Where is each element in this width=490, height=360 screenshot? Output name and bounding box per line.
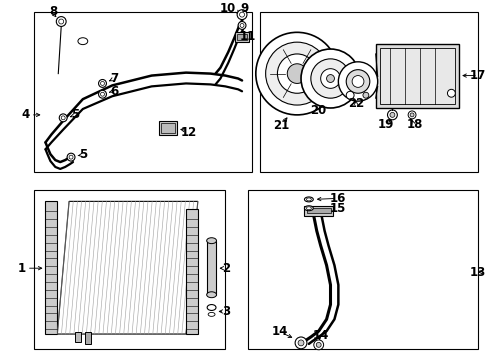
Text: 21: 21 [273, 119, 290, 132]
Circle shape [311, 59, 350, 98]
Circle shape [352, 76, 364, 87]
Bar [260, 12, 478, 172]
Text: 1: 1 [18, 262, 26, 275]
Circle shape [69, 155, 73, 159]
Ellipse shape [306, 207, 311, 210]
Ellipse shape [306, 198, 311, 201]
Text: 11: 11 [240, 30, 256, 43]
Circle shape [314, 340, 323, 350]
Circle shape [59, 19, 64, 24]
Circle shape [390, 112, 395, 117]
Text: 16: 16 [330, 192, 346, 205]
Circle shape [408, 111, 416, 119]
Circle shape [240, 23, 244, 27]
Bar [85, 332, 91, 344]
Circle shape [240, 12, 245, 17]
Circle shape [320, 69, 341, 88]
Bar [248, 190, 478, 349]
Bar [46, 201, 57, 334]
Ellipse shape [207, 238, 217, 244]
Bar [304, 206, 334, 216]
Circle shape [363, 92, 369, 98]
Circle shape [100, 81, 104, 85]
Text: 5: 5 [79, 148, 87, 161]
Circle shape [388, 110, 397, 120]
Text: 3: 3 [222, 305, 230, 318]
Bar [186, 209, 198, 334]
Text: 9: 9 [240, 2, 248, 15]
Circle shape [410, 113, 414, 117]
Circle shape [447, 89, 455, 97]
Bar [34, 12, 252, 172]
Text: 4: 4 [22, 108, 30, 121]
Bar [160, 121, 177, 135]
Text: 14: 14 [271, 325, 288, 338]
Bar [237, 34, 247, 40]
Circle shape [295, 337, 307, 349]
Text: 13: 13 [469, 266, 486, 279]
Bar [376, 44, 459, 108]
Text: 15: 15 [330, 202, 346, 215]
Circle shape [61, 116, 65, 120]
Circle shape [298, 340, 304, 346]
Circle shape [100, 92, 104, 96]
Circle shape [56, 17, 66, 26]
Text: 10: 10 [220, 2, 236, 15]
Circle shape [346, 91, 354, 99]
Bar [75, 332, 81, 342]
Ellipse shape [304, 206, 313, 211]
Text: 5: 5 [71, 108, 79, 121]
Text: 14: 14 [313, 329, 329, 342]
Circle shape [326, 75, 335, 82]
Text: 17: 17 [469, 69, 486, 82]
Ellipse shape [208, 312, 215, 316]
Circle shape [59, 114, 67, 122]
Bar [235, 32, 249, 42]
Bar [207, 241, 217, 295]
Polygon shape [57, 201, 198, 334]
Text: 7: 7 [110, 72, 119, 85]
Bar [34, 190, 225, 349]
Ellipse shape [78, 38, 88, 45]
Circle shape [256, 32, 339, 115]
Circle shape [237, 10, 247, 19]
Circle shape [238, 22, 246, 30]
Circle shape [98, 80, 106, 87]
Text: 18: 18 [407, 118, 423, 131]
Ellipse shape [207, 292, 217, 298]
Circle shape [316, 342, 321, 347]
Bar [307, 208, 330, 213]
Text: 20: 20 [311, 104, 327, 117]
Circle shape [98, 90, 106, 98]
Bar [380, 48, 455, 104]
Ellipse shape [207, 305, 216, 310]
Circle shape [346, 70, 370, 93]
Text: 2: 2 [222, 262, 230, 275]
Ellipse shape [304, 197, 313, 202]
Circle shape [67, 153, 75, 161]
Circle shape [277, 54, 317, 93]
Text: 22: 22 [348, 96, 364, 109]
Text: 8: 8 [49, 5, 57, 18]
Circle shape [339, 62, 378, 101]
Text: 12: 12 [181, 126, 197, 139]
Bar [162, 123, 175, 132]
Text: 19: 19 [377, 118, 394, 131]
Text: 6: 6 [110, 85, 119, 98]
Circle shape [287, 64, 307, 84]
Circle shape [301, 49, 360, 108]
Circle shape [266, 42, 328, 105]
